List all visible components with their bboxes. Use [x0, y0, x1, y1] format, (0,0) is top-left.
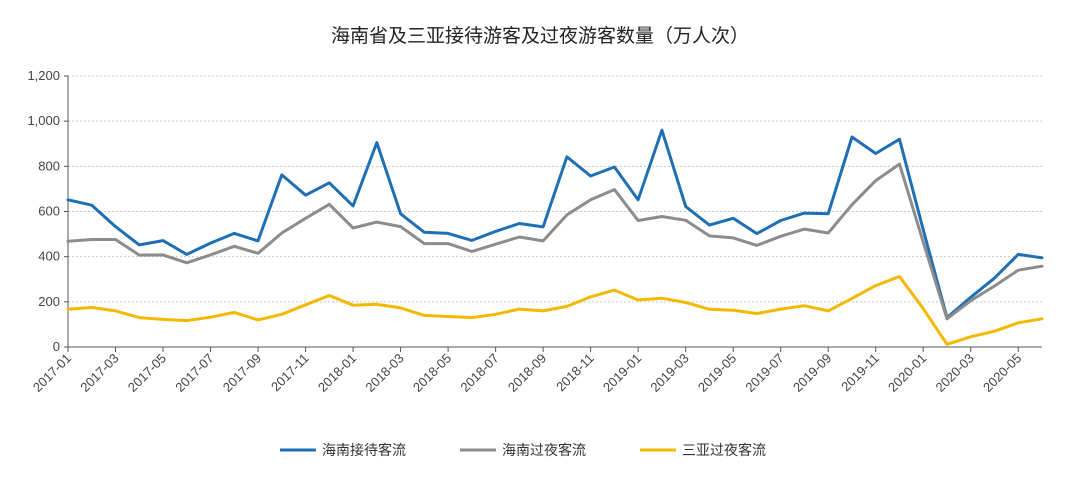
y-tick-label: 800 — [38, 158, 60, 173]
legend-label-2: 海南过夜客流 — [502, 442, 586, 459]
x-tick-label: 2019-09 — [790, 351, 834, 395]
x-tick-label: 2018-07 — [457, 351, 501, 395]
x-tick-label: 2017-09 — [220, 351, 264, 395]
x-tick-label: 2018-11 — [553, 351, 597, 395]
x-tick-label: 2020-01 — [885, 351, 929, 395]
legend-label-1: 海南接待客流 — [322, 442, 406, 459]
x-tick-label: 2019-11 — [838, 351, 882, 395]
x-tick-label: 2020-03 — [933, 351, 977, 395]
x-axis: 2017-01 2017-03 2017-05 2017-07 2017-09 2017-… — [30, 346, 1042, 395]
x-tick-label: 2017-01 — [30, 351, 74, 395]
series-line-1 — [66, 128, 1044, 320]
x-tick-label: 2017-07 — [172, 351, 216, 395]
x-tick-label: 2019-01 — [600, 351, 644, 395]
y-axis: 0 200 400 600 800 1,000 1,200 — [27, 68, 69, 354]
y-tick-label: 0 — [53, 339, 60, 354]
x-tick-label: 2018-09 — [505, 351, 549, 395]
x-tick-label: 2017-11 — [268, 351, 312, 395]
series-lines — [66, 128, 1044, 346]
x-tick-label: 2019-03 — [647, 351, 691, 395]
y-tick-label: 1,200 — [27, 68, 60, 83]
x-tick-label: 2018-01 — [315, 351, 359, 395]
x-tick-label: 2018-03 — [362, 351, 406, 395]
x-tick-label: 2017-05 — [125, 351, 169, 395]
y-tick-label: 200 — [38, 294, 60, 309]
x-tick-label: 2017-03 — [77, 351, 121, 395]
series-line-2 — [66, 162, 1044, 321]
legend-label-3: 三亚过夜客流 — [682, 442, 766, 459]
chart-title: 海南省及三亚接待游客及过夜游客数量（万人次） — [331, 25, 749, 47]
x-tick-label: 2019-07 — [742, 351, 786, 395]
x-tick-label: 2019-05 — [695, 351, 739, 395]
x-tick-label: 2018-05 — [410, 351, 454, 395]
x-tick-label: 2020-05 — [980, 351, 1024, 395]
legend: 海南接待客流 海南过夜客流 三亚过夜客流 — [280, 442, 766, 459]
y-tick-label: 400 — [38, 249, 60, 264]
y-tick-label: 600 — [38, 204, 60, 219]
y-tick-label: 1,000 — [27, 113, 60, 128]
series-line-3 — [66, 275, 1044, 346]
